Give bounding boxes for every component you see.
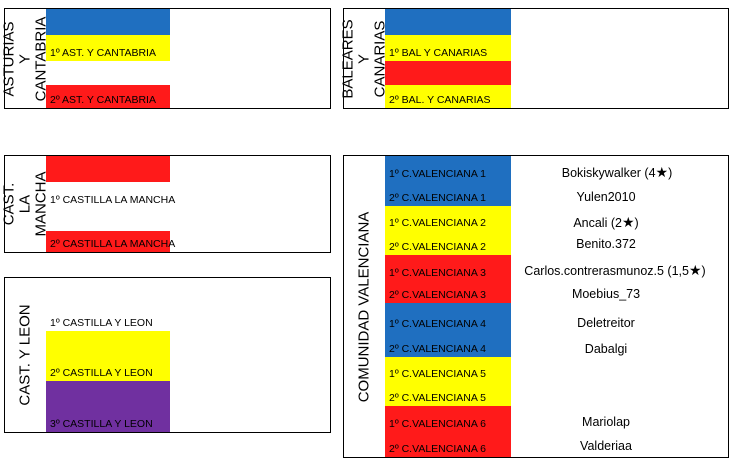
group-asturias-label-area: ASTURIAS Y CANTABRIA bbox=[1, 9, 50, 108]
castilla-mancha-slot-2 bbox=[46, 208, 170, 231]
group-baleares-label: BALEARES Y CANARIAS bbox=[339, 18, 389, 99]
valenciana-player-4: Carlos.contrerasmunoz.5 (1,5★) bbox=[524, 262, 706, 278]
baleares-slot-0 bbox=[385, 9, 511, 35]
group-valenciana-label-area: COMUNIDAD VALENCIANA bbox=[344, 156, 385, 457]
castilla-leon-slot-3 bbox=[46, 381, 170, 406]
star-icon: ★ bbox=[655, 164, 669, 180]
castilla-mancha-slot-0 bbox=[46, 156, 170, 182]
valenciana-slot-4: 1º C.VALENCIANA 3 bbox=[385, 255, 511, 281]
valenciana-player-7: Dabalgi bbox=[584, 342, 628, 356]
valenciana-player-10: Mariolap bbox=[582, 415, 630, 429]
group-castilla-leon-label: CAST. Y LEON bbox=[16, 304, 34, 406]
asturias-slot-3: 2º AST. Y CANTABRIA bbox=[46, 85, 170, 108]
valenciana-slot-2: 1º C.VALENCIANA 2 bbox=[385, 206, 511, 231]
castilla-mancha-slot-1: 1º CASTILLA LA MANCHA bbox=[46, 182, 175, 208]
valenciana-player-5: Moebius_73 bbox=[571, 287, 641, 301]
star-icon: ★ bbox=[688, 262, 702, 278]
valenciana-slot-9: 2º C.VALENCIANA 5 bbox=[385, 382, 511, 406]
valenciana-slot-11: 2º C.VALENCIANA 6 bbox=[385, 432, 511, 457]
baleares-slot-2 bbox=[385, 61, 511, 85]
valenciana-slot-10: 1º C.VALENCIANA 6 bbox=[385, 406, 511, 432]
asturias-slot-2 bbox=[46, 61, 170, 85]
castilla-leon-slot-2: 2º CASTILLA Y LEON bbox=[46, 356, 170, 381]
valenciana-player-1: Yulen2010 bbox=[576, 190, 636, 204]
valenciana-slot-5: 2º C.VALENCIANA 3 bbox=[385, 281, 511, 303]
valenciana-player-0: Bokiskywalker (4★) bbox=[561, 164, 673, 180]
baleares-slot-1: 1º BAL Y CANARIAS bbox=[385, 35, 511, 61]
castilla-leon-slot-4: 3º CASTILLA Y LEON bbox=[46, 406, 170, 432]
group-baleares-label-area: BALEARES Y CANARIAS bbox=[340, 9, 389, 108]
baleares-slot-3: 2º BAL. Y CANARIAS bbox=[385, 85, 511, 108]
valenciana-player-6: Deletreitor bbox=[577, 316, 635, 330]
valenciana-slot-8: 1º C.VALENCIANA 5 bbox=[385, 357, 511, 382]
group-castilla-mancha-label-area: CAST. LA MANCHA bbox=[1, 156, 50, 252]
valenciana-player-11: Valderiaa bbox=[580, 439, 632, 453]
group-castilla-leon-label-area: CAST. Y LEON bbox=[5, 278, 46, 432]
castilla-leon-slot-1 bbox=[46, 331, 170, 356]
valenciana-slot-3: 2º C.VALENCIANA 2 bbox=[385, 231, 511, 255]
group-asturias-label: ASTURIAS Y CANTABRIA bbox=[0, 16, 50, 101]
group-valenciana-label: COMUNIDAD VALENCIANA bbox=[355, 211, 373, 402]
valenciana-slot-0: 1º C.VALENCIANA 1 bbox=[385, 156, 511, 182]
valenciana-player-2: Ancali (2★) bbox=[573, 214, 639, 230]
group-castilla-mancha-label: CAST. LA MANCHA bbox=[0, 171, 50, 237]
valenciana-slot-1: 2º C.VALENCIANA 1 bbox=[385, 182, 511, 206]
castilla-mancha-slot-3: 2º CASTILLA LA MANCHA bbox=[46, 231, 175, 252]
star-icon: ★ bbox=[621, 214, 635, 230]
group-baleares-box: BALEARES Y CANARIAS 1º BAL Y CANARIAS 2º… bbox=[340, 8, 729, 109]
group-castilla-leon-box: CAST. Y LEON 1º CASTILLA Y LEON 2º CASTI… bbox=[4, 277, 331, 433]
valenciana-player-3: Benito.372 bbox=[576, 237, 636, 251]
valenciana-slot-7: 2º C.VALENCIANA 4 bbox=[385, 332, 511, 357]
castilla-leon-slot-0: 1º CASTILLA Y LEON bbox=[46, 306, 170, 331]
asturias-slot-1: 1º AST. Y CANTABRIA bbox=[46, 35, 170, 61]
group-valenciana-box: COMUNIDAD VALENCIANA 1º C.VALENCIANA 1 2… bbox=[343, 155, 729, 458]
group-castilla-mancha-box: CAST. LA MANCHA 1º CASTILLA LA MANCHA 2º… bbox=[1, 155, 331, 253]
valenciana-slot-6: 1º C.VALENCIANA 4 bbox=[385, 303, 511, 332]
asturias-slot-0 bbox=[46, 9, 170, 35]
group-asturias-box: ASTURIAS Y CANTABRIA 1º AST. Y CANTABRIA… bbox=[1, 8, 331, 109]
